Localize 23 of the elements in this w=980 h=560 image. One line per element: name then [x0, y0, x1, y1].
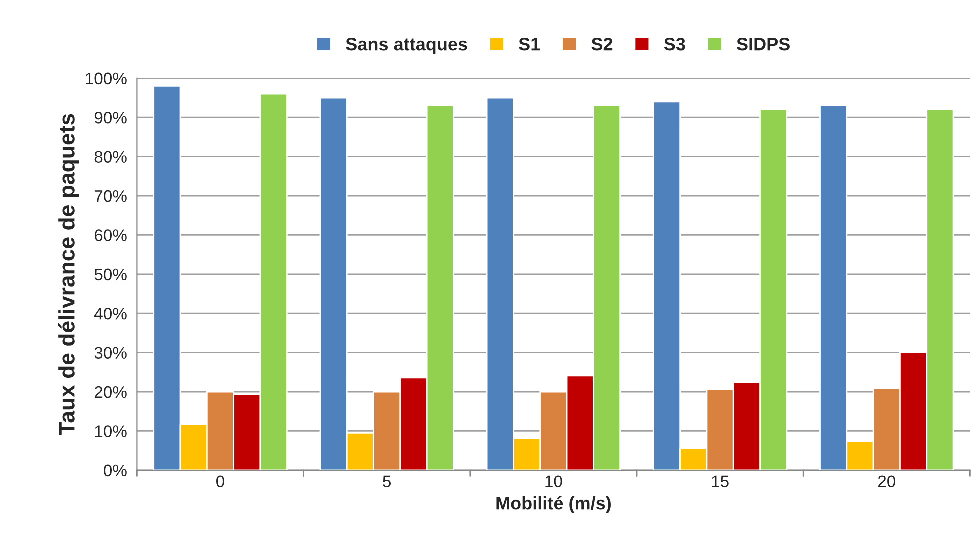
- y-tick-label: 40%: [94, 308, 127, 320]
- y-tick-label: 100%: [86, 72, 127, 85]
- x-tick-label: 5: [383, 476, 392, 488]
- legend-label: S3: [664, 38, 686, 51]
- y-tick-label: 20%: [94, 386, 127, 398]
- y-tick-label: 90%: [94, 112, 127, 124]
- y-tick-label: 50%: [94, 268, 127, 281]
- y-axis-title: Taux de délivrance de paquets: [58, 114, 80, 436]
- legend-label: S2: [592, 38, 613, 51]
- legend-label: Sans attaques: [346, 38, 468, 54]
- y-tick-label: 60%: [94, 230, 127, 242]
- y-tick-label: 80%: [94, 151, 127, 164]
- x-tick-label: 10: [546, 476, 562, 488]
- y-tick-label: 10%: [95, 426, 127, 438]
- legend-label: SIDPS: [737, 38, 790, 51]
- x-tick-label: 15: [712, 476, 729, 488]
- x-axis-title: Mobilité (m/s): [496, 496, 611, 514]
- x-tick-label: 20: [878, 476, 896, 488]
- y-tick-label: 70%: [94, 190, 127, 202]
- legend-label: S1: [519, 38, 540, 51]
- y-tick-label: 0%: [104, 464, 127, 477]
- y-tick-label: 30%: [94, 347, 127, 360]
- x-tick-label: 0: [216, 476, 224, 488]
